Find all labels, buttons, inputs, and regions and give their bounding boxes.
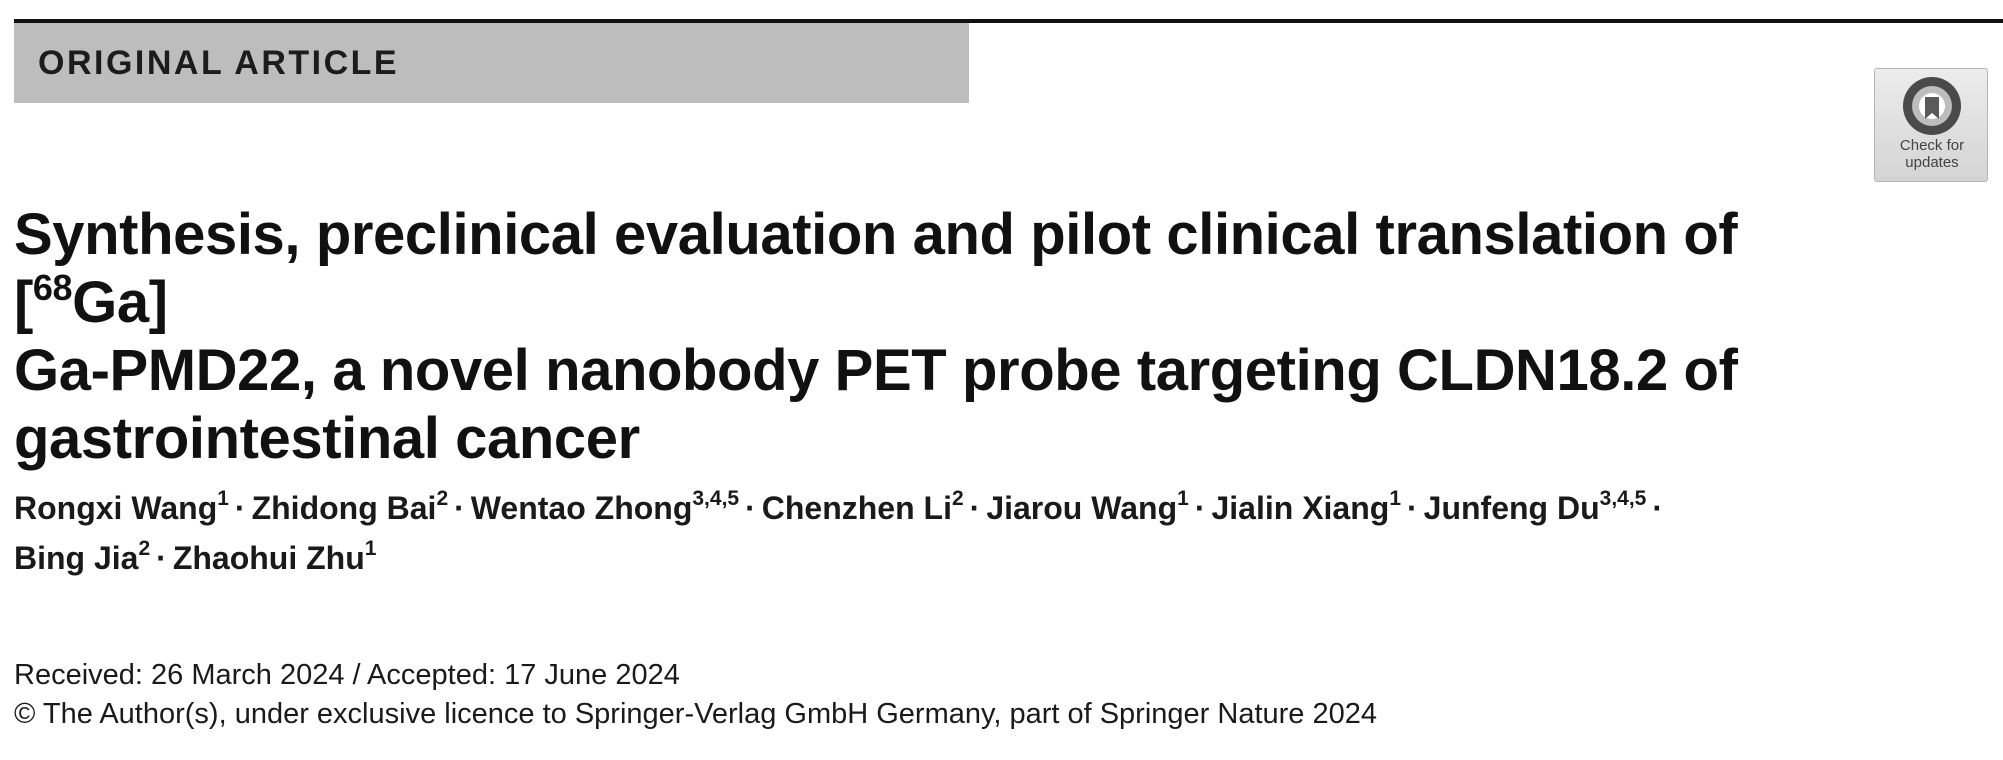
author-separator: · <box>1194 490 1206 526</box>
author-separator: · <box>1407 490 1418 526</box>
author[interactable]: Jiarou Wang1 <box>986 487 1189 526</box>
author[interactable]: Bing Jia2 <box>14 537 151 576</box>
author-name: Zhaohui Zhu <box>172 540 365 576</box>
title-line2: Ga-PMD22, a novel nanobody PET probe tar… <box>14 338 1738 403</box>
copyright-notice: © The Author(s), under exclusive licence… <box>14 698 1377 730</box>
author-name: Zhidong Bai <box>251 490 437 526</box>
author-name: Chenzhen Li <box>761 490 952 526</box>
author-separator: · <box>156 540 167 576</box>
author-affiliation: 1 <box>364 537 377 560</box>
section-band <box>14 23 969 103</box>
author-name: Rongxi Wang <box>14 490 218 526</box>
author-name: Bing Jia <box>14 540 139 576</box>
author-affiliation: 3,4,5 <box>692 487 740 510</box>
check-for-updates-label: Check for updates <box>1875 137 1989 171</box>
author[interactable]: Jialin Xiang1 <box>1211 487 1401 526</box>
title-part2: Ga] <box>72 270 168 335</box>
author-affiliation: 3,4,5 <box>1599 487 1647 510</box>
author-affiliation: 2 <box>436 487 449 510</box>
author-name: Wentao Zhong <box>470 490 693 526</box>
check-for-updates-line2: updates <box>1905 154 1959 171</box>
section-label: ORIGINAL ARTICLE <box>38 44 400 82</box>
author-name: Jialin Xiang <box>1211 490 1390 526</box>
author-affiliation: 1 <box>217 487 229 510</box>
check-for-updates-badge[interactable]: Check for updates <box>1874 68 1988 182</box>
author-list: Rongxi Wang1 · Zhidong Bai2 · Wentao Zhong3,… <box>14 483 1934 583</box>
author-affiliation: 1 <box>1177 487 1189 510</box>
author-separator: · <box>745 490 756 526</box>
check-for-updates-icon <box>1903 77 1961 135</box>
author[interactable]: Rongxi Wang1 <box>14 487 229 526</box>
author[interactable]: Zhidong Bai2 <box>251 487 449 526</box>
author-separator: · <box>1652 490 1664 526</box>
check-for-updates-line1: Check for <box>1899 137 1965 154</box>
received-accepted-dates: Received: 26 March 2024 / Accepted: 17 J… <box>14 659 680 691</box>
title-part1: Synthesis, preclinical evaluation and pi… <box>14 202 1738 335</box>
author-affiliation: 1 <box>1389 487 1401 510</box>
author[interactable]: Chenzhen Li2 <box>761 487 964 526</box>
title-isotope-superscript: 68 <box>32 267 73 308</box>
author-name: Jiarou Wang <box>986 490 1178 526</box>
author[interactable]: Zhaohui Zhu1 <box>172 537 377 576</box>
author-separator: · <box>969 490 981 526</box>
author-affiliation: 2 <box>951 487 964 510</box>
top-rule <box>14 19 2003 23</box>
title-line3: gastrointestinal cancer <box>14 406 640 471</box>
author-separator: · <box>234 490 246 526</box>
author-affiliation: 2 <box>138 537 151 560</box>
author-separator: · <box>454 490 465 526</box>
author[interactable]: Junfeng Du3,4,5 <box>1423 487 1647 526</box>
author[interactable]: Wentao Zhong3,4,5 <box>470 487 740 526</box>
article-title: Synthesis, preclinical evaluation and pi… <box>14 201 1814 473</box>
author-name: Junfeng Du <box>1423 490 1600 526</box>
